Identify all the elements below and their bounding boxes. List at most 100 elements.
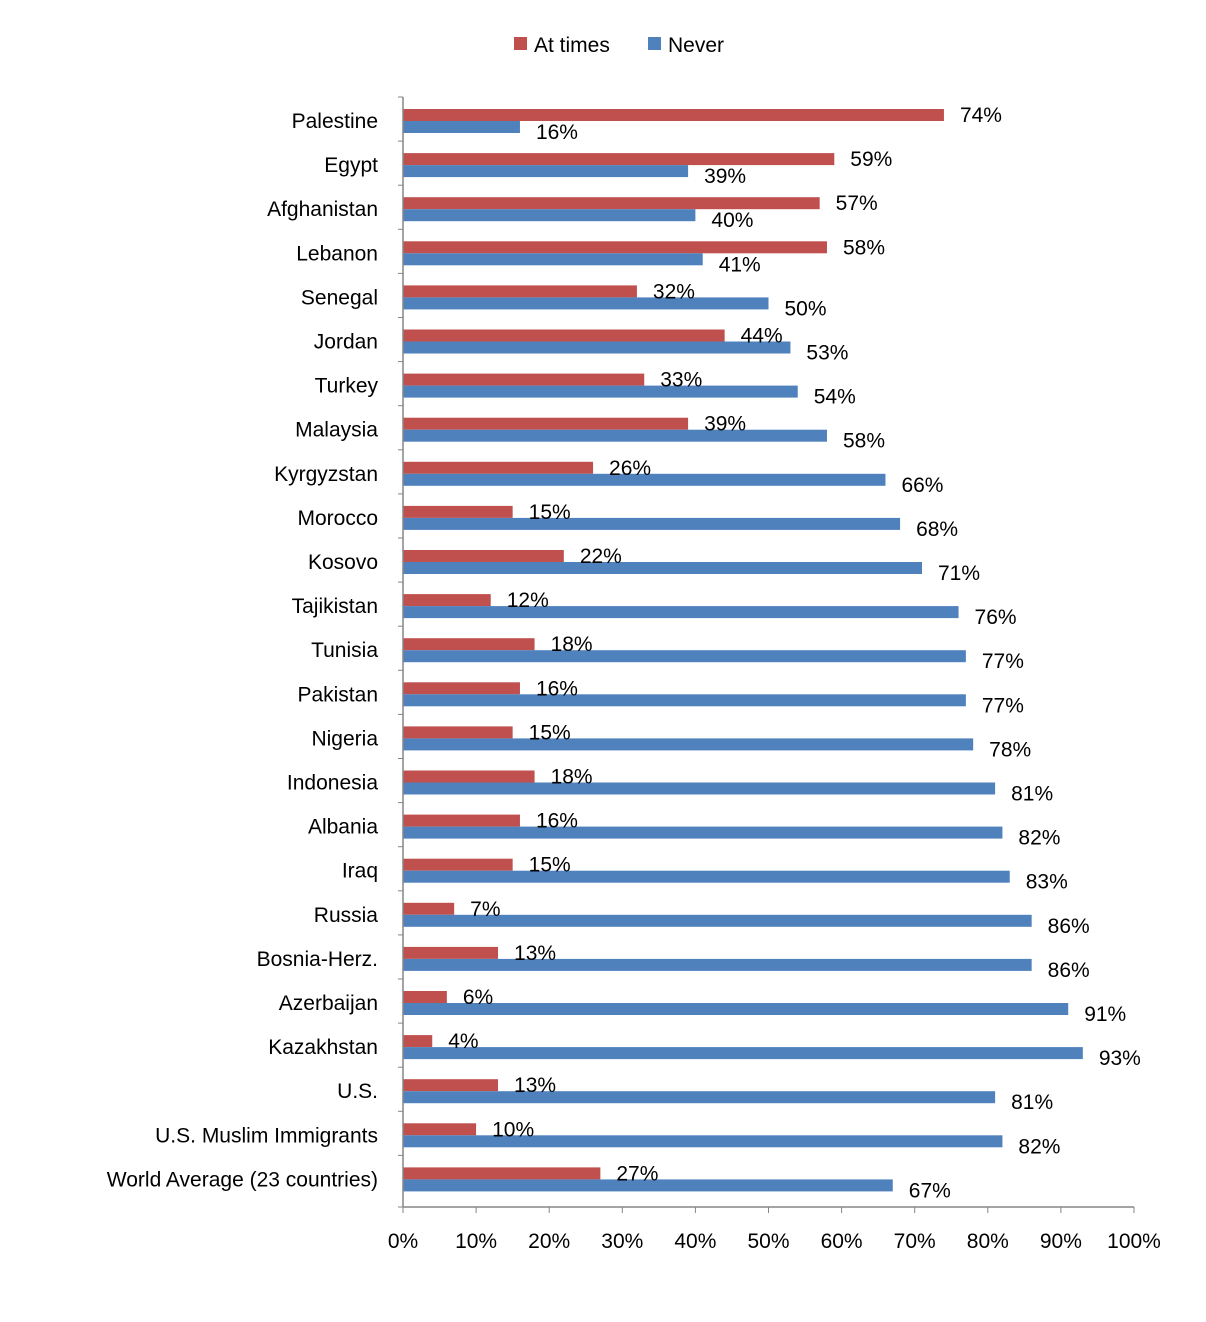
value-label-at-times-nigeria: 15% [529, 721, 571, 744]
category-label-nigeria: Nigeria [311, 727, 378, 750]
value-label-never-indonesia: 81% [1011, 783, 1053, 806]
bar-at-times-kosovo [403, 550, 564, 562]
value-label-never-albania: 82% [1018, 827, 1060, 850]
bar-at-times-tunisia [403, 638, 535, 651]
value-label-at-times-morocco: 15% [529, 501, 571, 524]
bar-at-times-jordan [403, 329, 725, 342]
value-label-never-pakistan: 77% [982, 694, 1024, 717]
bar-never-morocco [403, 517, 901, 530]
x-tick-label: 70% [894, 1230, 936, 1253]
category-label-albania: Albania [308, 816, 378, 839]
category-label-afghanistan: Afghanistan [267, 198, 378, 221]
legend-label-never: Never [668, 34, 724, 57]
category-label-palestine: Palestine [292, 110, 378, 133]
value-label-never-morocco: 68% [916, 518, 958, 541]
value-label-at-times-iraq: 15% [529, 854, 571, 877]
category-label-lebanon: Lebanon [296, 242, 378, 265]
value-label-at-times-jordan: 44% [741, 325, 783, 348]
bar-never-jordan [403, 341, 791, 354]
category-label-egypt: Egypt [324, 154, 378, 177]
value-label-never-turkey: 54% [814, 386, 856, 409]
value-label-never-iraq: 83% [1026, 871, 1068, 894]
bar-never-indonesia [403, 782, 996, 795]
bar-at-times-bosnia-herz [403, 946, 499, 959]
value-label-never-senegal: 50% [785, 297, 827, 320]
value-label-at-times-kyrgyzstan: 26% [609, 457, 651, 480]
value-label-never-azerbaijan: 91% [1084, 1003, 1126, 1026]
bar-at-times-russia [403, 902, 455, 915]
value-label-never-bosnia-herz: 86% [1048, 959, 1090, 982]
category-label-kosovo: Kosovo [308, 551, 378, 574]
bar-never-nigeria [403, 738, 974, 751]
value-label-at-times-kosovo: 22% [580, 545, 622, 568]
x-tick-label: 10% [455, 1230, 497, 1253]
bar-at-times-egypt [403, 153, 835, 166]
bar-at-times-afghanistan [403, 197, 820, 210]
category-label-kazakhstan: Kazakhstan [268, 1036, 378, 1059]
axes: 0% 10% 20% 30% 40% 50% 60% 70% 80% 90% 100% [388, 96, 1161, 1253]
bar-at-times-azerbaijan [403, 991, 447, 1003]
value-label-at-times-senegal: 32% [653, 280, 695, 303]
bar-never-albania [403, 826, 1003, 839]
category-label-bosnia-herz: Bosnia-Herz. [257, 948, 378, 971]
bar-never-iraq [403, 870, 1010, 883]
x-tick-label: 20% [528, 1230, 570, 1253]
bar-at-times-palestine [403, 109, 944, 121]
value-label-at-times-palestine: 74% [960, 104, 1002, 127]
value-label-never-kosovo: 71% [938, 562, 980, 585]
value-label-never-afghanistan: 40% [711, 209, 753, 232]
category-label-iraq: Iraq [342, 860, 378, 883]
value-label-never-u-s: 81% [1011, 1091, 1053, 1114]
value-label-at-times-bosnia-herz: 13% [514, 942, 556, 965]
category-label-u-s-muslim-immigrants: U.S. Muslim Immigrants [155, 1124, 378, 1147]
bar-at-times-iraq [403, 858, 513, 871]
bar-never-tunisia [403, 650, 966, 663]
value-label-never-egypt: 39% [704, 165, 746, 188]
bar-at-times-kyrgyzstan [403, 461, 594, 474]
bar-never-world-average-23-countries [403, 1179, 893, 1192]
category-label-malaysia: Malaysia [295, 419, 378, 442]
bars [403, 109, 1083, 1192]
bar-never-u-s [403, 1091, 996, 1104]
bar-never-palestine [403, 121, 520, 133]
category-label-tunisia: Tunisia [311, 639, 378, 662]
bar-never-tajikistan [403, 606, 959, 619]
value-label-never-kyrgyzstan: 66% [901, 474, 943, 497]
bar-at-times-pakistan [403, 682, 520, 695]
x-tick-label: 100% [1107, 1230, 1161, 1253]
category-label-pakistan: Pakistan [297, 683, 378, 706]
bar-never-senegal [403, 297, 769, 310]
bar-at-times-indonesia [403, 770, 535, 783]
x-tick-label: 90% [1040, 1230, 1082, 1253]
bar-never-kazakhstan [403, 1047, 1083, 1060]
bar-at-times-malaysia [403, 417, 689, 430]
value-label-never-jordan: 53% [806, 342, 848, 365]
bar-at-times-senegal [403, 285, 637, 298]
value-label-at-times-albania: 16% [536, 810, 578, 833]
value-label-never-tunisia: 77% [982, 650, 1024, 673]
bar-never-kyrgyzstan [403, 473, 886, 486]
value-label-at-times-russia: 7% [470, 898, 500, 921]
data-labels: Palestine 74% 16% Egypt 59% 39% Afghanistan 57%… [107, 104, 1141, 1202]
bar-never-afghanistan [403, 209, 696, 222]
value-label-at-times-u-s: 13% [514, 1074, 556, 1097]
legend-swatch-never [648, 37, 661, 50]
legend: At times Never [514, 34, 724, 57]
bar-at-times-turkey [403, 373, 645, 386]
x-tick-label: 40% [674, 1230, 716, 1253]
bar-at-times-morocco [403, 505, 513, 518]
category-label-russia: Russia [314, 904, 379, 927]
value-label-at-times-kazakhstan: 4% [448, 1030, 478, 1053]
category-label-morocco: Morocco [297, 507, 378, 530]
value-label-at-times-u-s-muslim-immigrants: 10% [492, 1118, 534, 1141]
bar-at-times-albania [403, 814, 520, 827]
x-tick-label: 60% [821, 1230, 863, 1253]
bar-at-times-kazakhstan [403, 1035, 433, 1048]
category-label-jordan: Jordan [314, 331, 378, 354]
x-tick-label: 30% [601, 1230, 643, 1253]
bar-at-times-lebanon [403, 241, 827, 254]
value-label-never-kazakhstan: 93% [1099, 1047, 1141, 1070]
value-label-at-times-egypt: 59% [850, 148, 892, 171]
category-label-senegal: Senegal [301, 286, 378, 309]
x-tick-label: 0% [388, 1230, 418, 1253]
